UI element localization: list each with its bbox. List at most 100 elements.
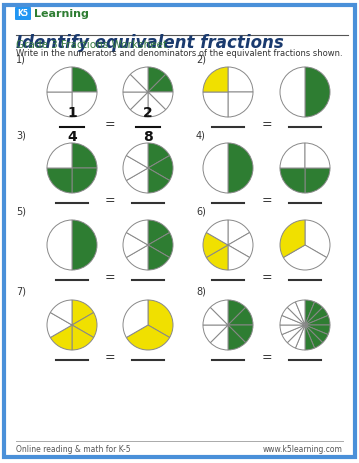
Text: 4: 4 <box>67 130 77 144</box>
Wedge shape <box>148 75 173 93</box>
Text: Write in the numerators and denominators of the equivalent fractions shown.: Write in the numerators and denominators… <box>16 49 342 58</box>
Wedge shape <box>72 313 97 338</box>
Text: Identify equivalent fractions: Identify equivalent fractions <box>16 34 284 52</box>
Wedge shape <box>47 68 72 93</box>
Text: 6): 6) <box>196 206 206 217</box>
Wedge shape <box>210 325 228 350</box>
Wedge shape <box>305 316 330 325</box>
Wedge shape <box>305 220 330 258</box>
Wedge shape <box>305 325 328 343</box>
Text: =: = <box>261 351 272 364</box>
Wedge shape <box>287 325 305 348</box>
Wedge shape <box>228 300 246 325</box>
Wedge shape <box>305 325 330 335</box>
Wedge shape <box>305 302 323 325</box>
Wedge shape <box>295 325 305 350</box>
Wedge shape <box>72 93 97 118</box>
Text: =: = <box>261 271 272 284</box>
Wedge shape <box>280 169 305 194</box>
Wedge shape <box>148 144 170 169</box>
Wedge shape <box>280 220 305 258</box>
Wedge shape <box>47 220 72 270</box>
Wedge shape <box>72 220 97 270</box>
Wedge shape <box>148 245 170 270</box>
Wedge shape <box>305 169 330 194</box>
Text: 7): 7) <box>16 287 26 296</box>
Wedge shape <box>280 316 305 325</box>
Wedge shape <box>228 93 253 118</box>
Wedge shape <box>126 169 148 194</box>
Wedge shape <box>72 300 94 325</box>
Wedge shape <box>280 68 305 118</box>
Text: 2): 2) <box>196 54 206 64</box>
Wedge shape <box>126 325 170 350</box>
Text: www.k5learning.com: www.k5learning.com <box>263 444 343 454</box>
Wedge shape <box>305 68 330 118</box>
Wedge shape <box>126 245 148 270</box>
Text: 8: 8 <box>143 130 153 144</box>
Wedge shape <box>210 300 228 325</box>
Wedge shape <box>305 144 330 169</box>
Wedge shape <box>148 93 173 111</box>
Text: Grade 3 Fractions Worksheet: Grade 3 Fractions Worksheet <box>16 40 167 50</box>
Wedge shape <box>228 307 253 325</box>
Wedge shape <box>50 325 72 350</box>
Text: 2: 2 <box>143 106 153 120</box>
Wedge shape <box>228 325 246 350</box>
Text: =: = <box>105 118 115 131</box>
Text: =: = <box>261 118 272 131</box>
Text: 1: 1 <box>67 106 77 120</box>
Text: 8): 8) <box>196 287 206 296</box>
Wedge shape <box>282 325 305 343</box>
Text: Online reading & math for K-5: Online reading & math for K-5 <box>16 444 131 454</box>
Text: Learning: Learning <box>34 9 89 19</box>
Wedge shape <box>305 307 328 325</box>
Wedge shape <box>72 325 94 350</box>
Wedge shape <box>203 233 228 258</box>
Wedge shape <box>72 68 97 93</box>
Wedge shape <box>123 233 148 258</box>
Wedge shape <box>228 144 253 194</box>
Text: 3): 3) <box>16 130 26 140</box>
Wedge shape <box>228 233 253 258</box>
Wedge shape <box>130 68 148 93</box>
Text: 4): 4) <box>196 130 206 140</box>
Wedge shape <box>280 325 305 335</box>
Text: =: = <box>105 271 115 284</box>
Wedge shape <box>47 169 72 194</box>
Wedge shape <box>72 169 97 194</box>
Wedge shape <box>228 245 250 270</box>
Wedge shape <box>228 220 250 245</box>
Wedge shape <box>305 300 314 325</box>
Wedge shape <box>148 156 173 181</box>
Wedge shape <box>203 325 228 343</box>
Wedge shape <box>203 307 228 325</box>
Text: 5): 5) <box>16 206 26 217</box>
Wedge shape <box>72 144 97 169</box>
Wedge shape <box>305 325 314 350</box>
Wedge shape <box>148 300 173 338</box>
Wedge shape <box>203 68 228 93</box>
Wedge shape <box>148 68 165 93</box>
Wedge shape <box>287 302 305 325</box>
Wedge shape <box>130 93 148 118</box>
FancyBboxPatch shape <box>15 8 31 21</box>
Wedge shape <box>228 68 253 93</box>
Wedge shape <box>50 300 72 325</box>
Wedge shape <box>123 93 148 111</box>
Wedge shape <box>206 245 228 270</box>
Wedge shape <box>123 156 148 181</box>
Wedge shape <box>123 300 148 338</box>
Wedge shape <box>47 93 72 118</box>
Wedge shape <box>148 93 165 118</box>
Wedge shape <box>126 144 148 169</box>
Text: =: = <box>105 194 115 207</box>
Wedge shape <box>283 245 327 270</box>
Wedge shape <box>280 144 305 169</box>
Wedge shape <box>305 325 323 348</box>
Wedge shape <box>47 144 72 169</box>
Wedge shape <box>295 300 305 325</box>
Wedge shape <box>148 220 170 245</box>
Wedge shape <box>203 144 228 194</box>
Wedge shape <box>282 307 305 325</box>
